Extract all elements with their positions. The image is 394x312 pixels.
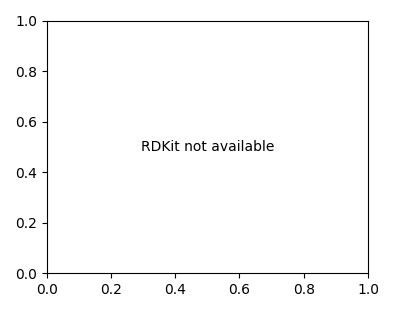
Text: RDKit not available: RDKit not available xyxy=(141,140,274,154)
